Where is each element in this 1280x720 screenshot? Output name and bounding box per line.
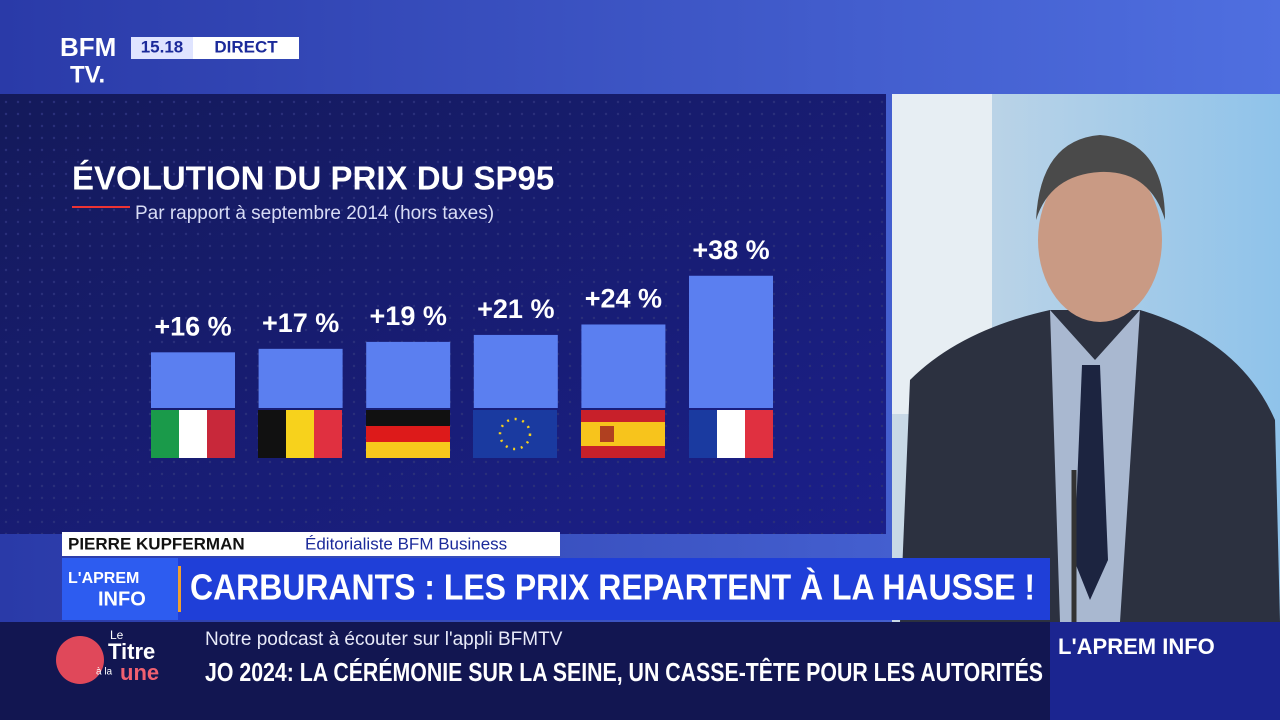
ticker-line-1: Notre podcast à écouter sur l'appli BFMT…	[205, 629, 563, 650]
bar	[258, 348, 343, 408]
role: Éditorialiste BFM Business	[305, 534, 507, 553]
flag-france	[689, 410, 773, 458]
time: 15.18	[141, 37, 184, 56]
bar	[151, 352, 235, 408]
flag-italy	[151, 410, 235, 458]
live-label: DIRECT	[214, 37, 278, 56]
chart-title: ÉVOLUTION DU PRIX DU SP95	[72, 160, 554, 197]
flag-belgium	[258, 410, 342, 458]
presenter-hair	[1036, 135, 1165, 220]
flag-eu	[473, 410, 557, 458]
ticker-logo-1: Le	[110, 628, 124, 642]
value-label: +19 %	[370, 301, 447, 331]
headline: CARBURANTS : LES PRIX REPARTENT À LA HAU…	[190, 567, 1035, 608]
ticker-show: L'APREM INFO	[1058, 634, 1215, 659]
ticker-logo-2: Titre	[108, 639, 155, 664]
value-label: +24 %	[585, 284, 662, 314]
name-bar	[62, 532, 560, 556]
headline-bar	[62, 558, 1050, 620]
chart-subtitle: Par rapport à septembre 2014 (hors taxes…	[135, 203, 494, 224]
presenter-head	[1038, 158, 1162, 322]
ticker-logo-4: une	[120, 660, 159, 685]
show-logo-box	[62, 558, 178, 620]
bar	[473, 334, 558, 408]
bar	[366, 341, 451, 408]
headline-divider	[178, 566, 181, 612]
bar	[689, 275, 773, 408]
time-box	[131, 37, 193, 59]
ticker-line-2: JO 2024: LA CÉRÉMONIE SUR LA SEINE, UN C…	[205, 657, 1043, 687]
value-label: +38 %	[692, 235, 769, 265]
bar	[581, 324, 666, 408]
flag-germany	[366, 410, 450, 458]
name: PIERRE KUPFERMAN	[68, 534, 245, 553]
show-logo-top: L'APREM	[68, 570, 139, 587]
logo-bottom: TV.	[70, 61, 105, 88]
ticker-logo-icon	[56, 636, 104, 684]
presenter-tie	[1074, 365, 1108, 600]
show-logo-bottom: INFO	[98, 588, 146, 610]
value-label: +16 %	[154, 311, 231, 341]
flag-spain	[581, 410, 665, 458]
ticker-logo-3: à la	[96, 667, 113, 678]
value-label: +17 %	[262, 308, 339, 338]
ticker-show-box	[1050, 622, 1280, 720]
flags	[151, 410, 773, 458]
logo-top: BFM	[60, 32, 116, 62]
value-label: +21 %	[477, 294, 554, 324]
